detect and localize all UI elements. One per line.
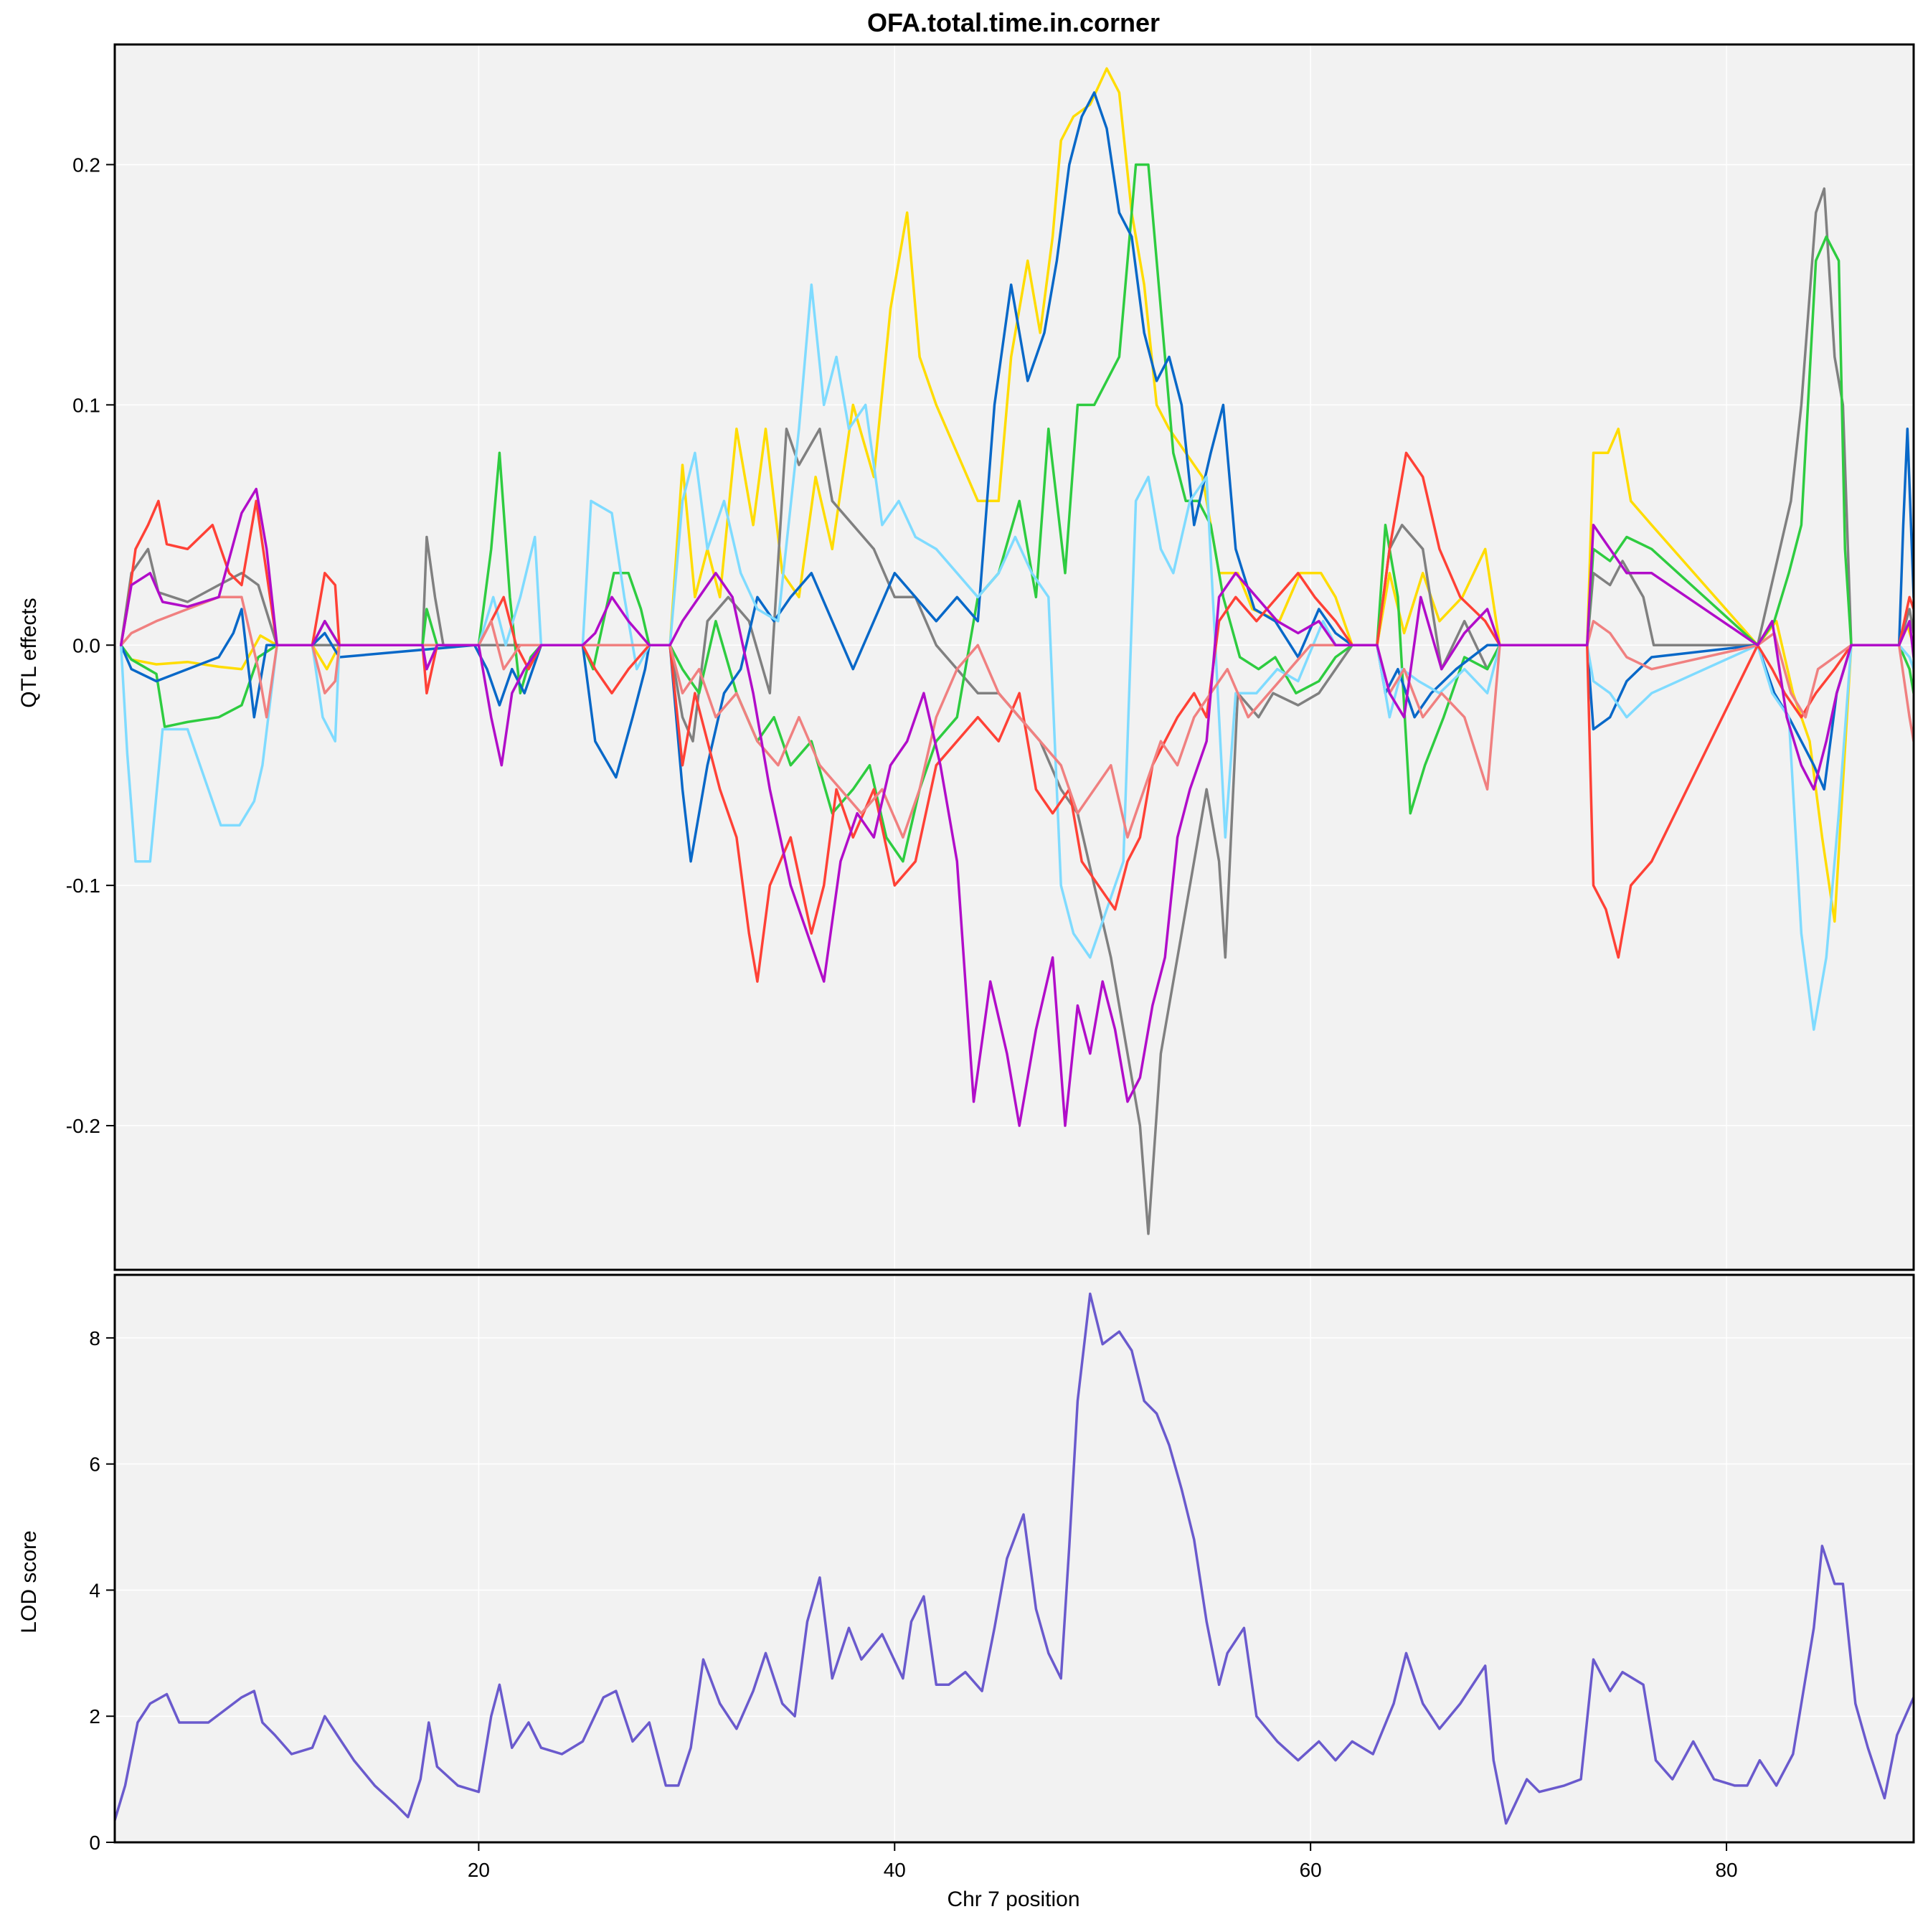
qtl-plot-background — [115, 44, 1914, 1270]
x-tick-label-80: 80 — [1715, 1859, 1737, 1881]
lod-panel: 0 2 4 6 8 20 40 60 80 — [89, 1273, 1915, 1881]
qtl-y-tick-label-4: 0.2 — [72, 154, 100, 176]
qtl-effects-y-label: QTL effects — [17, 598, 41, 707]
qtl-y-tick-label-2: 0.0 — [72, 634, 100, 656]
lod-y-tick-label-4: 8 — [89, 1327, 100, 1349]
x-tick-label-20: 20 — [468, 1859, 490, 1881]
lod-y-tick-label-0: 0 — [89, 1832, 100, 1854]
qtl-series-group — [119, 67, 1914, 1235]
lod-series-LOD — [115, 1292, 1914, 1825]
x-tick-label-40: 40 — [884, 1859, 906, 1881]
lod-plot-background — [115, 1275, 1914, 1842]
lod-frame — [113, 1273, 1915, 1844]
lod-y-tick-label-3: 6 — [89, 1453, 100, 1476]
qtl-frame — [113, 43, 1915, 1271]
qtl-y-tick-label-3: 0.1 — [72, 394, 100, 416]
qtl-y-tick-label-1: -0.1 — [66, 875, 100, 897]
lod-series-group — [115, 1292, 1914, 1825]
lod-y-tick-label-2: 4 — [89, 1579, 100, 1601]
qtl-series-purple — [119, 487, 1914, 1127]
chart-title: OFA.total.time.in.corner — [867, 8, 1160, 37]
qtl-y-tick-label-0: -0.2 — [66, 1115, 100, 1137]
qtl-series-yellow — [119, 67, 1914, 923]
qtl-series-blue — [119, 91, 1914, 863]
qtl-effects-panel: -0.2 -0.1 0.0 0.1 0.2 — [66, 43, 1915, 1271]
x-axis-label: Chr 7 position — [947, 1888, 1079, 1911]
lod-y-label: LOD score — [17, 1530, 41, 1633]
x-tick-label-60: 60 — [1300, 1859, 1322, 1881]
lod-y-tick-label-1: 2 — [89, 1705, 100, 1728]
